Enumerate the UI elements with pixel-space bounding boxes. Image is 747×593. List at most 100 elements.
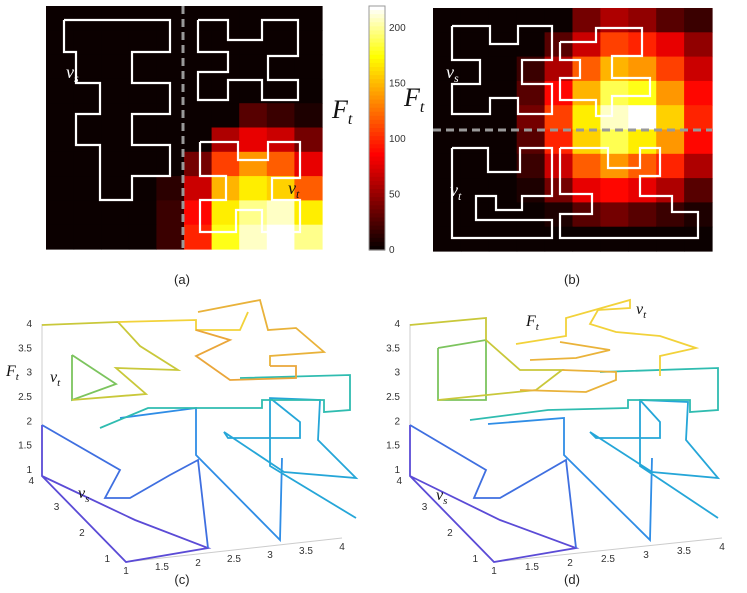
axis-d-y-tick: 2 xyxy=(447,528,453,539)
label-vs-a-sub: s xyxy=(74,71,79,85)
heatmap-a-cell xyxy=(294,127,323,153)
series-c-10 xyxy=(194,329,297,381)
axis-c-y-tick: 4 xyxy=(28,476,34,487)
label-vs-b-sub: s xyxy=(454,71,459,85)
axis-d-y-tick: 1 xyxy=(472,554,478,565)
heatmap-a-cell xyxy=(184,127,213,153)
colorbar-swatch xyxy=(369,184,385,190)
heatmap-a-cell xyxy=(239,224,268,250)
heatmap-b-cell xyxy=(600,8,629,33)
heatmap-a-cell xyxy=(46,224,75,250)
heatmap-b-cell xyxy=(544,105,574,131)
axis-c-x-tick: 1 xyxy=(123,566,129,577)
heatmap-b-cell xyxy=(433,32,462,58)
side-label-b-main: F xyxy=(403,83,421,112)
axis-d-z-tick: 2 xyxy=(394,416,400,427)
axis-c-y-tick: 3 xyxy=(54,502,60,513)
heatmap-a-cell xyxy=(211,6,240,31)
series-c-9 xyxy=(117,311,249,331)
colorbar-swatch xyxy=(369,58,385,64)
colorbar-swatch xyxy=(369,193,385,198)
heatmap-b-cell xyxy=(600,202,629,228)
axis-d-x-tick: 4 xyxy=(719,542,725,553)
heatmap-b-cell xyxy=(600,153,629,179)
caption-a: (a) xyxy=(174,272,190,287)
colorbar-swatch xyxy=(369,164,385,170)
heatmap-a-cell xyxy=(294,54,323,80)
path-a-upper xyxy=(62,18,302,234)
colorbar-swatch xyxy=(369,132,385,137)
colorbar-swatch xyxy=(369,189,385,194)
heatmap-a-cell xyxy=(73,30,102,56)
axis-c-z-tick: 4 xyxy=(26,319,32,330)
heatmap-b-cell xyxy=(656,202,685,228)
colorbar-swatch xyxy=(369,50,385,56)
axis-d-y-tick: 4 xyxy=(396,476,402,487)
ticks-c: 1 1.5 2 2.5 3 3.5 4 4 3 2 1 1 1.5 2 2.5 3 3.5 4 xyxy=(18,319,345,577)
series-d-3 xyxy=(487,417,653,543)
heatmap-a-cell xyxy=(101,151,130,177)
series-d-4 xyxy=(589,399,721,519)
heatmap-b-cell xyxy=(684,56,713,82)
heatmap-a-cell xyxy=(156,54,185,80)
colorbar-swatch xyxy=(369,237,385,243)
heatmap-b-cell xyxy=(488,80,518,106)
axis-c-y-tick: 1 xyxy=(104,554,110,565)
colorbar-swatch xyxy=(369,62,385,68)
heatmap-b-cell xyxy=(488,178,518,203)
colorbar-swatch xyxy=(369,205,385,210)
axis-d-z-tick: 4 xyxy=(394,319,400,330)
series-d-6 xyxy=(437,338,487,401)
heatmap-a-cell xyxy=(128,54,157,80)
axis-d-z-tick: 2.5 xyxy=(386,392,400,403)
heatmap-b-cell xyxy=(600,178,629,203)
series-c-7 xyxy=(41,321,182,401)
colorbar-swatch xyxy=(369,103,385,109)
axis-label-c-main: F xyxy=(5,363,16,380)
heatmap-a-cell xyxy=(266,224,295,250)
heatmap-b-cell xyxy=(544,8,574,33)
heatmap-a-cell xyxy=(239,151,268,177)
series-c-3 xyxy=(119,406,283,543)
colorbar: 0 50 100 150 200 xyxy=(368,5,406,256)
heatmap-b-cell xyxy=(572,129,601,155)
heatmap-b-cell xyxy=(516,153,546,179)
colorbar-swatch xyxy=(369,46,385,52)
heatmap-a-cell xyxy=(128,103,157,129)
heatmap-a-cell xyxy=(184,224,213,250)
heatmap-b-cell xyxy=(684,129,713,155)
colorbar-swatch xyxy=(369,71,385,76)
axis-c-x xyxy=(125,537,343,563)
heatmap-a-cell xyxy=(128,127,157,153)
heatmap-a-cell xyxy=(211,54,240,80)
heatmap-b-cell xyxy=(433,105,462,131)
colorbar-tick-label: 100 xyxy=(389,134,406,145)
colorbar-swatch xyxy=(369,115,385,121)
heatmap-b-cell xyxy=(656,56,685,82)
heatmap-a-cell xyxy=(46,127,75,153)
series-d-10 xyxy=(529,341,611,361)
colorbar-swatch xyxy=(369,225,385,231)
heatmap-a-cell xyxy=(266,30,295,56)
axis-d-x xyxy=(493,537,723,563)
colorbar-swatch xyxy=(369,107,385,113)
heatmap-a-cell xyxy=(101,200,130,226)
heatmap-b-cell xyxy=(684,105,713,131)
colorbar-swatch xyxy=(369,160,385,166)
axis-d-x-tick: 2.5 xyxy=(601,554,615,565)
heatmap-a-cell xyxy=(73,151,102,177)
colorbar-swatch xyxy=(369,67,385,72)
heatmap-b-cell xyxy=(656,178,685,203)
colorbar-swatch xyxy=(369,111,385,117)
axis-c-x-tick: 2.5 xyxy=(227,554,241,565)
heatmap-a-cell xyxy=(101,30,130,56)
label-vs-c: vs xyxy=(78,485,89,505)
heatmap-a-cell xyxy=(294,151,323,177)
axis-c-x-tick: 3 xyxy=(267,550,273,561)
colorbar-swatch xyxy=(369,213,385,219)
label-vt-b-sub: t xyxy=(458,189,462,203)
heatmap-a-cell xyxy=(128,6,157,31)
axis-c-x-tick: 1.5 xyxy=(155,562,169,573)
